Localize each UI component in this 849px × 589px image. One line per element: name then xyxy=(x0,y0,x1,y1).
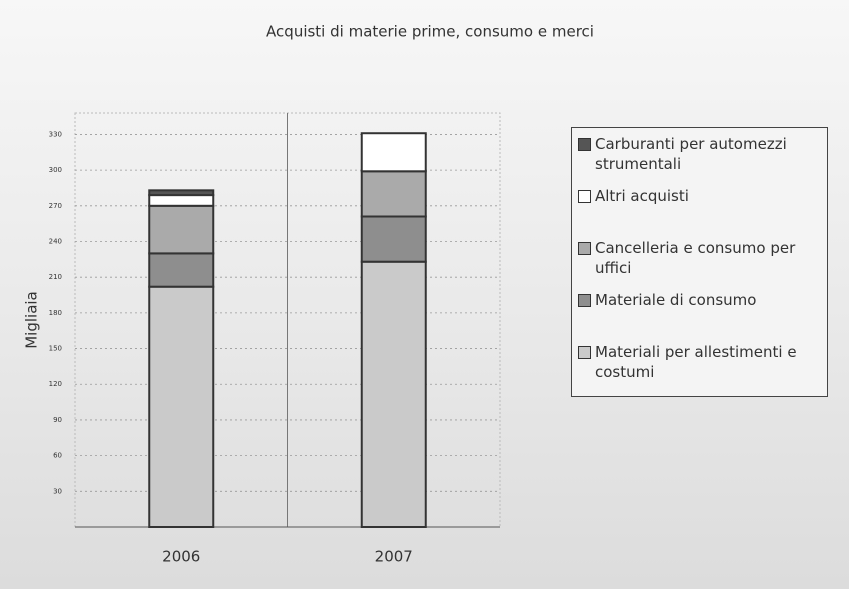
y-axis-label: Migliaia xyxy=(23,291,41,349)
y-tick-label: 210 xyxy=(49,273,62,281)
y-tick-label: 60 xyxy=(53,452,62,460)
y-tick-label: 180 xyxy=(49,309,62,317)
legend-swatch xyxy=(578,294,591,307)
y-tick-label: 120 xyxy=(49,380,62,388)
y-tick-label: 90 xyxy=(53,416,62,424)
y-tick-label: 270 xyxy=(49,202,62,210)
legend-swatch xyxy=(578,190,591,203)
bar-segment xyxy=(148,204,215,255)
bar-segment xyxy=(148,189,215,197)
legend-label: Cancelleria e consumo per uffici xyxy=(595,239,796,277)
bar-segment xyxy=(360,132,427,173)
x-tick-label: 2006 xyxy=(162,548,200,566)
legend-swatch xyxy=(578,346,591,359)
bar-segment xyxy=(148,194,215,207)
legend-label: Carburanti per automezzi strumentali xyxy=(595,135,787,173)
legend-swatch xyxy=(578,138,591,151)
y-tick-label: 300 xyxy=(49,166,62,174)
y-tick-label: 240 xyxy=(49,237,62,245)
legend-item: Materiali per allestimenti e costumi xyxy=(578,342,821,382)
bar-segment xyxy=(360,215,427,263)
x-tick-label: 2007 xyxy=(375,548,413,566)
y-tick-label: 150 xyxy=(49,345,62,353)
bar-segment xyxy=(148,285,215,529)
legend-label: Altri acquisti xyxy=(595,187,689,205)
legend-label: Materiali per allestimenti e costumi xyxy=(595,343,797,381)
legend: Carburanti per automezzi strumentali Altr… xyxy=(571,127,828,397)
legend-label: Materiale di consumo xyxy=(595,291,757,309)
legend-item: Carburanti per automezzi strumentali xyxy=(578,134,821,174)
bar-segment xyxy=(360,260,427,528)
bar-segment xyxy=(360,170,427,218)
legend-item: Altri acquisti xyxy=(578,186,821,226)
legend-swatch xyxy=(578,242,591,255)
y-tick-label: 30 xyxy=(53,487,62,495)
bar-segment xyxy=(148,252,215,288)
legend-item: Cancelleria e consumo per uffici xyxy=(578,238,821,278)
legend-item: Materiale di consumo xyxy=(578,290,821,330)
y-tick-label: 330 xyxy=(49,130,62,138)
chart-title: Acquisti di materie prime, consumo e mer… xyxy=(266,23,594,41)
